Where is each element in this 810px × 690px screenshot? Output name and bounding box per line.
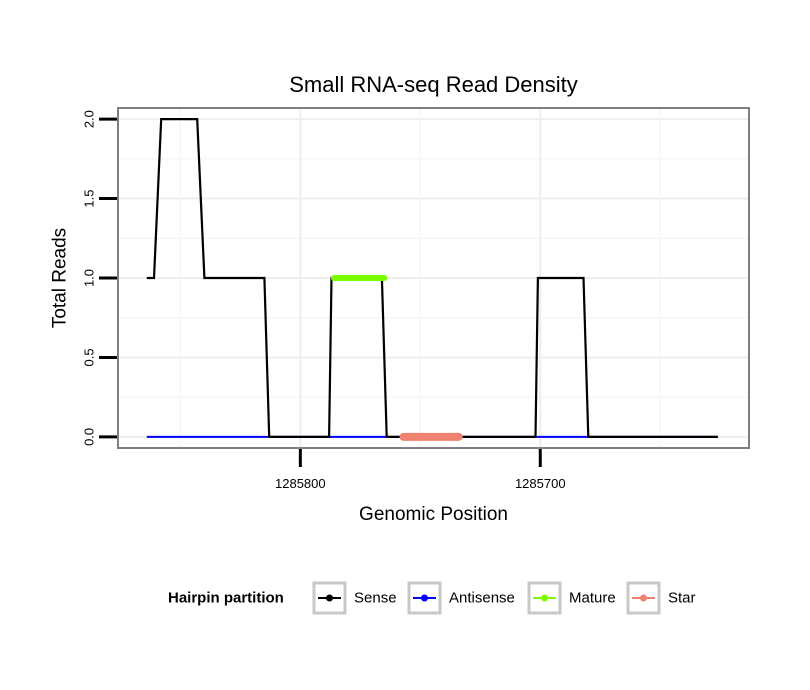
y-tick-label: 0.5 (82, 348, 97, 366)
y-axis-title: Total Reads (50, 228, 71, 328)
legend-key-point (421, 594, 428, 602)
series-line-sense (146, 117, 718, 438)
chart-title: Small RNA-seq Read Density (289, 72, 578, 97)
legend-item-sense: Sense (312, 581, 397, 615)
panel-border (117, 107, 750, 449)
legend-item-antisense: Antisense (407, 581, 515, 615)
legend-label: Antisense (449, 590, 515, 607)
x-tick-label: 1285700 (515, 476, 566, 491)
x-axis-title: Genomic Position (359, 504, 508, 525)
legend-label: Sense (354, 590, 397, 607)
y-tick-label: 1.0 (82, 269, 97, 287)
legend-key-point (541, 594, 548, 602)
legend-key-point (326, 594, 333, 602)
legend-item-star: Star (626, 581, 696, 615)
x-tick-label: 1285800 (275, 476, 326, 491)
legend-key-point (640, 594, 647, 602)
legend-label: Mature (569, 590, 616, 607)
y-tick-label: 1.5 (82, 190, 97, 208)
legend-title: Hairpin partition (168, 590, 284, 607)
legend-label: Star (668, 590, 696, 607)
legend-item-mature: Mature (527, 581, 616, 615)
y-tick-label: 0.0 (82, 428, 97, 446)
y-tick-label: 2.0 (82, 110, 97, 128)
